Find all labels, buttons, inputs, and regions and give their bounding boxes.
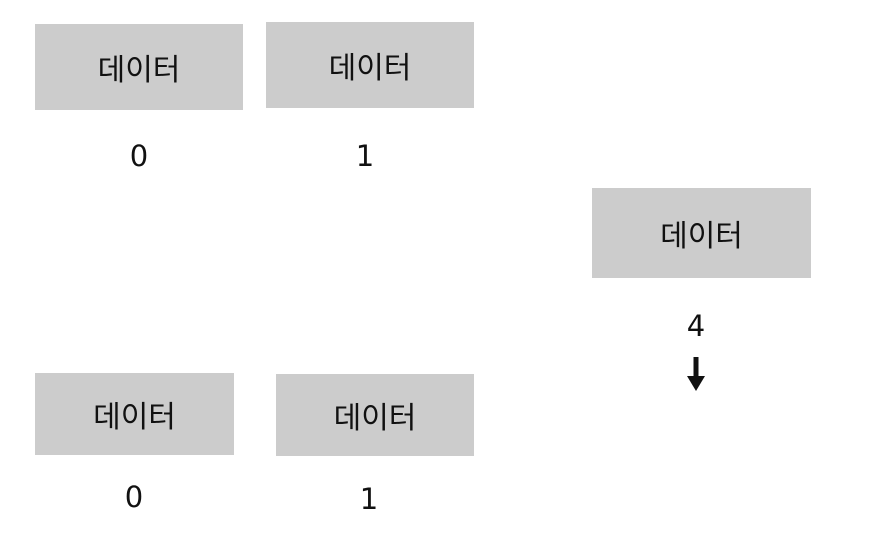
cell-label: 데이터 [660, 219, 743, 254]
top-array-cell-0: 데이터 [35, 24, 243, 110]
cell-label: 데이터 [328, 51, 412, 86]
top-array-cell-1: 데이터 [266, 22, 474, 108]
bottom-array-cell-1: 데이터 [276, 374, 474, 456]
top-array-index-1: 1 [355, 139, 375, 173]
new-item-index: 4 [686, 309, 706, 343]
bottom-array-cell-0: 데이터 [35, 373, 234, 455]
new-item-cell: 데이터 [592, 188, 811, 278]
top-array-index-0: 0 [129, 139, 149, 173]
cell-label: 데이터 [97, 53, 181, 88]
bottom-array-index-1: 1 [359, 482, 379, 516]
cell-label: 데이터 [93, 400, 176, 435]
arrow-down-icon [687, 357, 705, 391]
cell-label: 데이터 [333, 401, 417, 436]
bottom-array-index-0: 0 [124, 480, 144, 514]
